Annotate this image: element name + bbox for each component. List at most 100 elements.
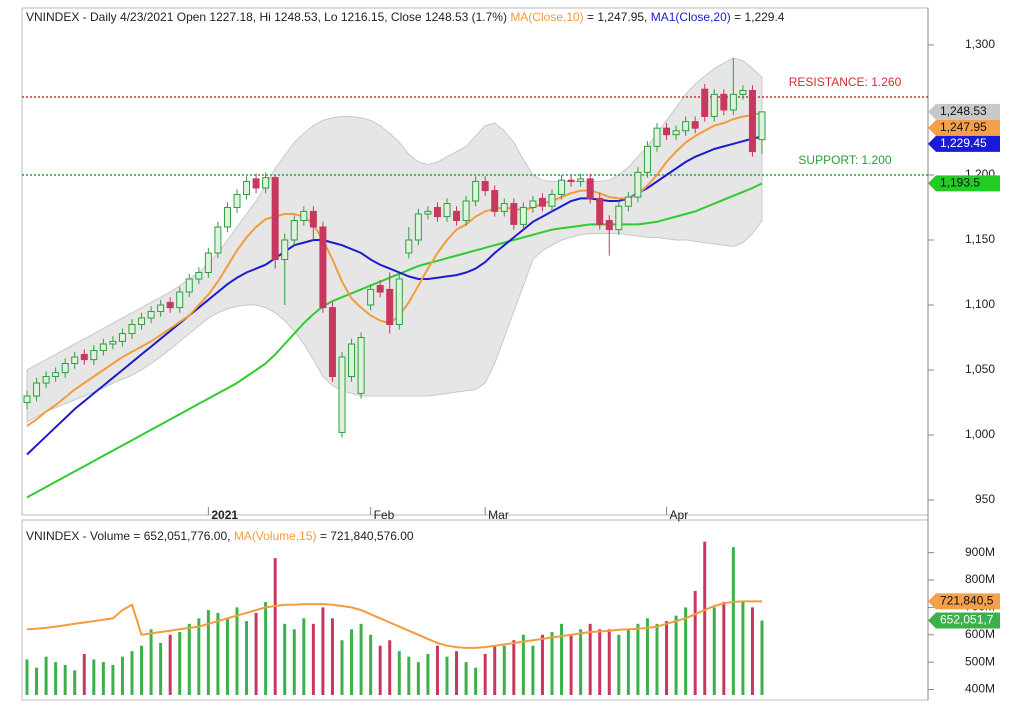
candle-body — [290, 219, 298, 241]
candle-body — [118, 333, 126, 342]
volume-bar — [693, 590, 697, 695]
volume-bar — [617, 634, 621, 695]
candle-body — [691, 121, 699, 129]
volume-bar — [264, 601, 268, 695]
candle-body — [23, 395, 31, 404]
volume-bar — [140, 645, 144, 695]
candle-body — [176, 291, 184, 309]
candle-body — [643, 145, 651, 173]
candle-body — [348, 343, 356, 378]
candle-body — [281, 239, 289, 260]
value-flag-label: 1,248.53 — [940, 104, 987, 118]
moving-average — [26, 182, 763, 499]
candle-body — [615, 205, 623, 231]
x-tick-label: Mar — [488, 508, 509, 522]
candle-body — [462, 200, 470, 221]
value-flag — [928, 119, 1000, 136]
candle-body — [300, 210, 308, 221]
candle-body — [567, 179, 575, 182]
header: VNINDEX - Volume = 652,051,776.00, MA(Vo… — [26, 529, 414, 543]
candle-body — [729, 93, 737, 111]
candle-body — [443, 203, 451, 218]
volume-bar — [626, 629, 630, 695]
volume-bar — [216, 612, 220, 695]
candle-body — [548, 193, 556, 207]
y-tick-label: 400M — [965, 682, 995, 696]
value-flag — [928, 135, 1000, 152]
candle-body — [252, 178, 260, 189]
volume-bar — [474, 667, 478, 695]
volume-bar — [187, 623, 191, 695]
volume-bar — [283, 623, 287, 695]
candle-body — [596, 197, 604, 225]
candle-body — [519, 206, 527, 225]
volume-bar — [245, 621, 249, 695]
volume-bar — [560, 623, 564, 695]
candle-body — [653, 127, 661, 147]
candle-body — [319, 226, 327, 309]
volume-bar — [197, 618, 201, 695]
candle-body — [558, 179, 566, 195]
candle-body — [424, 210, 432, 215]
candle-body — [52, 372, 60, 378]
volume-bar — [235, 607, 239, 695]
y-tick-label: 1,300 — [965, 37, 995, 51]
volume-bar — [330, 618, 334, 695]
candle-body — [586, 178, 594, 199]
volume-bar — [655, 623, 659, 695]
volume-bar — [493, 645, 497, 695]
volume-bar — [416, 662, 420, 695]
volume-bar — [426, 653, 430, 695]
candle-body — [491, 190, 499, 212]
volume-bar — [731, 547, 735, 695]
volume-bar — [588, 623, 592, 695]
volume-bar — [741, 601, 745, 695]
volume-bar — [292, 629, 296, 695]
volume-bar — [302, 618, 306, 695]
volume-bar — [703, 541, 707, 695]
value-flag — [928, 593, 1000, 610]
value-flag-label: 721,840,5 — [940, 594, 994, 608]
volume-bar — [378, 645, 382, 695]
candle-body — [271, 177, 279, 260]
volume-bar — [159, 642, 163, 695]
volume-bar — [540, 634, 544, 695]
candle-body — [710, 93, 718, 117]
candle-body — [243, 180, 251, 195]
volume-bar — [712, 607, 716, 695]
volume-bar — [54, 662, 58, 695]
volume-bar — [684, 607, 688, 695]
volume-bar — [521, 634, 525, 695]
volume-bar — [455, 651, 459, 695]
candle-body — [739, 89, 747, 95]
candle-body — [61, 363, 69, 374]
candle-body — [634, 171, 642, 198]
header-part: VNINDEX - Daily 4/23/2021 Open 1227.18, … — [26, 10, 510, 24]
y-tick-label: 950 — [975, 492, 995, 506]
volume-bar — [760, 620, 764, 695]
volume-bar — [273, 558, 277, 695]
candle-body — [195, 272, 203, 280]
candle-body — [577, 178, 585, 182]
volume-bar — [82, 653, 86, 695]
header: VNINDEX - Daily 4/23/2021 Open 1227.18, … — [26, 10, 785, 24]
candle-body — [624, 196, 632, 207]
y-tick-label: 600M — [965, 627, 995, 641]
candle-body — [338, 356, 346, 433]
candle-body — [80, 353, 88, 361]
candle-body — [701, 88, 709, 117]
header-part: VNINDEX - Volume — [26, 529, 130, 543]
candle-body — [682, 121, 690, 132]
candle-body — [214, 226, 222, 254]
candle-body — [233, 193, 241, 208]
volume-bar — [407, 656, 411, 695]
y-tick-label: 1,100 — [965, 297, 995, 311]
candle-body — [42, 376, 50, 384]
volume-bar — [388, 640, 392, 695]
volume-bar — [206, 610, 210, 695]
candle-body — [605, 219, 613, 231]
volume-bar — [44, 656, 48, 695]
value-flag — [928, 612, 1000, 629]
value-flag-label: 652,051,7 — [940, 613, 994, 627]
